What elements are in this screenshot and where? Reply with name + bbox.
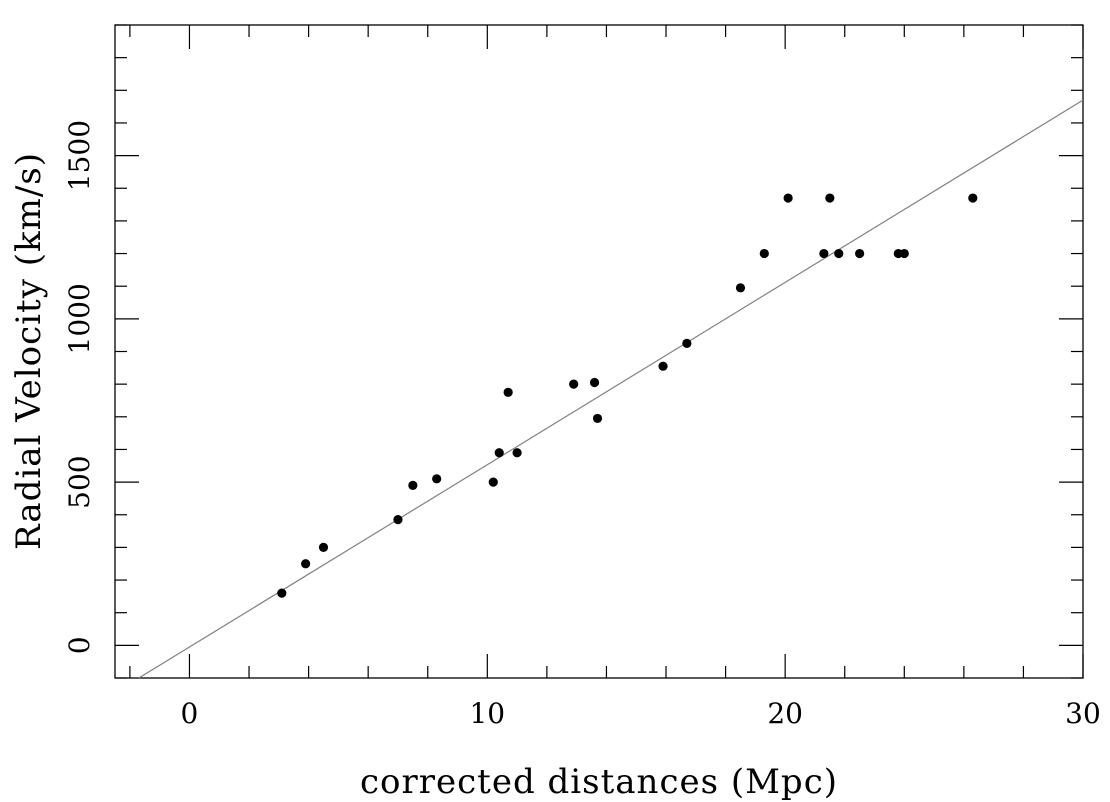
axis-ticks bbox=[115, 24, 1084, 679]
x-tick-label: 0 bbox=[181, 697, 199, 730]
data-point bbox=[592, 413, 603, 424]
data-point bbox=[318, 542, 329, 553]
y-tick-label: 1500 bbox=[63, 120, 96, 191]
y-tick-label: 1000 bbox=[63, 283, 96, 354]
data-point bbox=[759, 248, 769, 259]
data-point bbox=[432, 474, 442, 484]
y-axis-label: Radial Velocity (km/s) bbox=[9, 152, 49, 550]
x-tick-label: 10 bbox=[469, 697, 505, 730]
data-point bbox=[494, 448, 504, 458]
fit-line bbox=[138, 99, 1084, 679]
data-point bbox=[277, 588, 287, 598]
data-point bbox=[819, 248, 829, 259]
data-point bbox=[658, 361, 668, 371]
data-point bbox=[569, 379, 579, 389]
data-point bbox=[834, 248, 844, 259]
data-point bbox=[968, 193, 978, 203]
data-point bbox=[589, 377, 600, 388]
data-point bbox=[408, 480, 418, 490]
data-point bbox=[735, 283, 746, 293]
x-axis-label: corrected distances (Mpc) bbox=[360, 762, 838, 802]
data-points bbox=[277, 193, 978, 598]
data-point bbox=[301, 559, 311, 569]
x-tick-label: 30 bbox=[1065, 697, 1101, 730]
data-point bbox=[825, 193, 835, 203]
data-point bbox=[855, 248, 865, 259]
x-tick-label: 20 bbox=[767, 697, 803, 730]
data-point bbox=[512, 448, 522, 458]
y-tick-label: 0 bbox=[63, 636, 96, 654]
plot-frame bbox=[114, 24, 1084, 679]
data-point bbox=[488, 477, 498, 487]
tick-labels: 0 10 20 30 0 500 1000 1500 bbox=[63, 120, 1101, 730]
data-point bbox=[682, 338, 692, 348]
data-point bbox=[503, 387, 513, 397]
y-tick-label: 500 bbox=[63, 455, 96, 508]
data-point bbox=[393, 515, 403, 525]
data-point bbox=[783, 193, 793, 203]
data-point bbox=[899, 248, 909, 259]
